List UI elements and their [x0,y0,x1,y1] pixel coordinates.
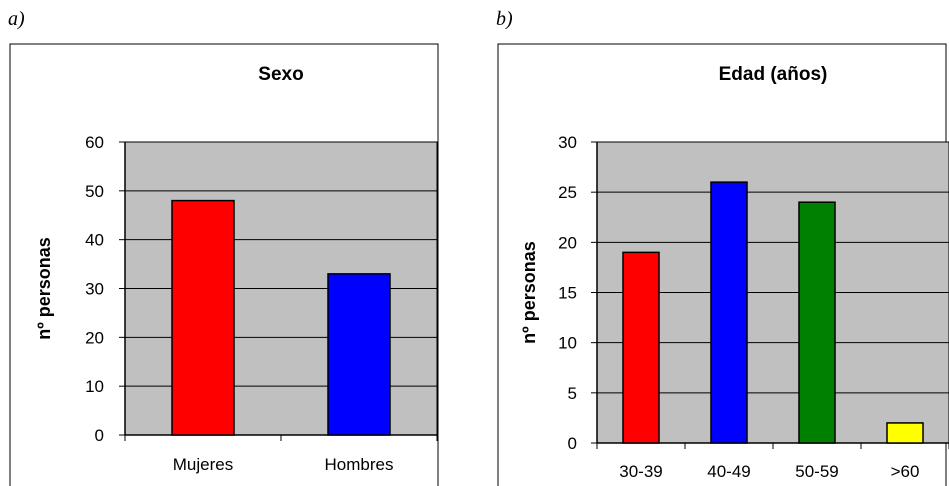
y-tick-label: 30 [85,280,104,299]
y-tick-label: 0 [95,426,104,445]
chart-title: Edad (años) [719,64,828,85]
y-tick-label: 5 [568,384,577,403]
y-tick-label: 60 [85,133,104,152]
y-axis-label: nº personas [519,241,539,344]
panel-label-b: b) [496,8,513,30]
x-category-label: 50-59 [795,462,838,481]
bar-50-59 [798,201,836,444]
chart-sexo: 0 10 20 30 40 50 60 Mujeres Hombres Sexo nº person… [9,43,439,486]
x-category-label: Hombres [325,455,394,474]
y-axis-label: nº personas [34,237,54,340]
y-tick-label: 25 [558,183,577,202]
y-tick-label: 10 [85,377,104,396]
x-category-label: >60 [891,462,920,481]
bar->60 [886,422,924,444]
bar-Mujeres [171,199,235,436]
panel-label-a: a) [8,8,25,30]
y-tick-label: 10 [558,334,577,353]
chart-title: Sexo [258,64,303,85]
bar-Hombres [327,273,391,436]
y-tick-label: 50 [85,182,104,201]
y-tick-label: 40 [85,231,104,250]
y-tick-label: 0 [568,434,577,453]
y-tick-label: 30 [558,133,577,152]
chart-edad: 0 5 10 15 20 25 30 30-39 40-49 50-59 >60 Edad (años… [497,43,949,486]
y-tick-label: 15 [558,284,577,303]
y-tick-label: 20 [85,328,104,347]
bar-30-39 [622,251,660,444]
y-tick-label: 20 [558,233,577,252]
x-category-label: Mujeres [173,455,233,474]
bar-40-49 [710,181,748,444]
x-category-label: 30-39 [619,462,662,481]
x-category-label: 40-49 [707,462,750,481]
